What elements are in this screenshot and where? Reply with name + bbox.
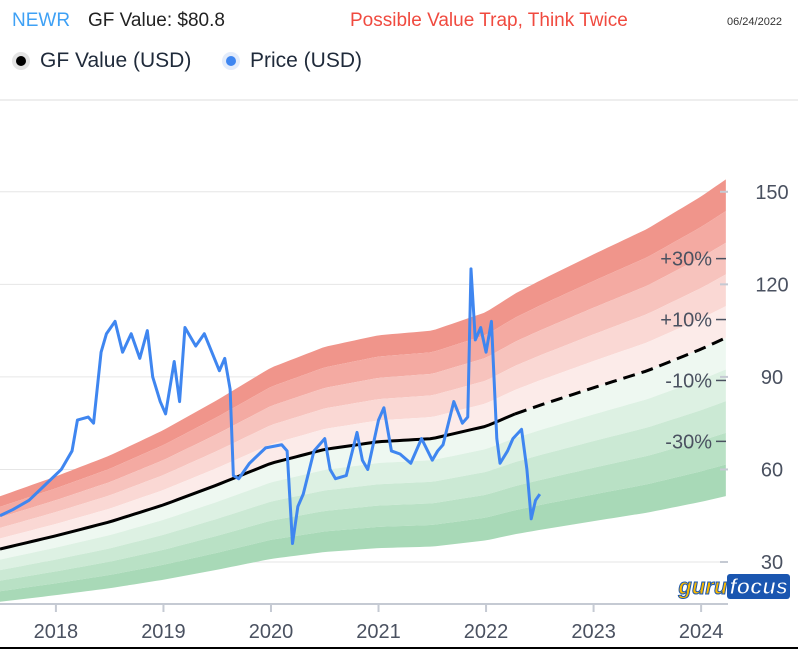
value-band xyxy=(0,401,726,581)
ticker-symbol[interactable]: NEWR xyxy=(12,10,71,31)
y-tick-label: 60 xyxy=(761,459,783,481)
x-tick-label: 2019 xyxy=(141,621,186,643)
value-band xyxy=(0,211,726,518)
logo-part1: guru xyxy=(678,574,728,600)
value-band xyxy=(0,464,726,602)
value-band xyxy=(0,179,726,507)
band-label: +30% xyxy=(660,249,712,271)
gurufocus-logo: gurufocus xyxy=(678,574,790,600)
y-tick-label: 90 xyxy=(761,367,783,389)
x-tick-label: 2018 xyxy=(34,621,79,643)
date-label: 06/24/2022 xyxy=(727,16,783,28)
value-band xyxy=(0,369,726,571)
band-label: -30% xyxy=(665,431,712,453)
gf-value-line xyxy=(0,412,516,551)
legend-gf-value[interactable]: GF Value (USD) xyxy=(16,49,191,73)
value-trap-warning: Possible Value Trap, Think Twice xyxy=(350,10,628,31)
gf-value-title: GF Value: $80.8 xyxy=(88,10,225,31)
legend-price[interactable]: Price (USD) xyxy=(226,49,362,73)
y-tick-label: 120 xyxy=(755,274,788,296)
legend-label: GF Value (USD) xyxy=(40,49,192,72)
y-tick-label: 30 xyxy=(761,552,783,574)
value-band xyxy=(0,306,726,550)
band-label: +10% xyxy=(660,310,712,332)
x-tick-label: 2024 xyxy=(679,621,724,643)
value-band xyxy=(0,337,726,560)
legend-dot-icon xyxy=(16,56,26,66)
price-line xyxy=(0,267,542,545)
band-label: -10% xyxy=(665,370,712,392)
x-tick-label: 2023 xyxy=(571,621,616,643)
legend-dot-icon xyxy=(226,56,236,66)
x-tick-label: 2022 xyxy=(464,621,509,643)
y-tick-label: 150 xyxy=(755,182,788,204)
value-band xyxy=(0,274,726,539)
value-band xyxy=(0,242,726,528)
logo-part2: focus xyxy=(727,574,790,600)
x-tick-label: 2021 xyxy=(356,621,401,643)
x-tick-label: 2020 xyxy=(249,621,294,643)
legend-label: Price (USD) xyxy=(250,49,363,72)
value-band xyxy=(0,432,726,592)
